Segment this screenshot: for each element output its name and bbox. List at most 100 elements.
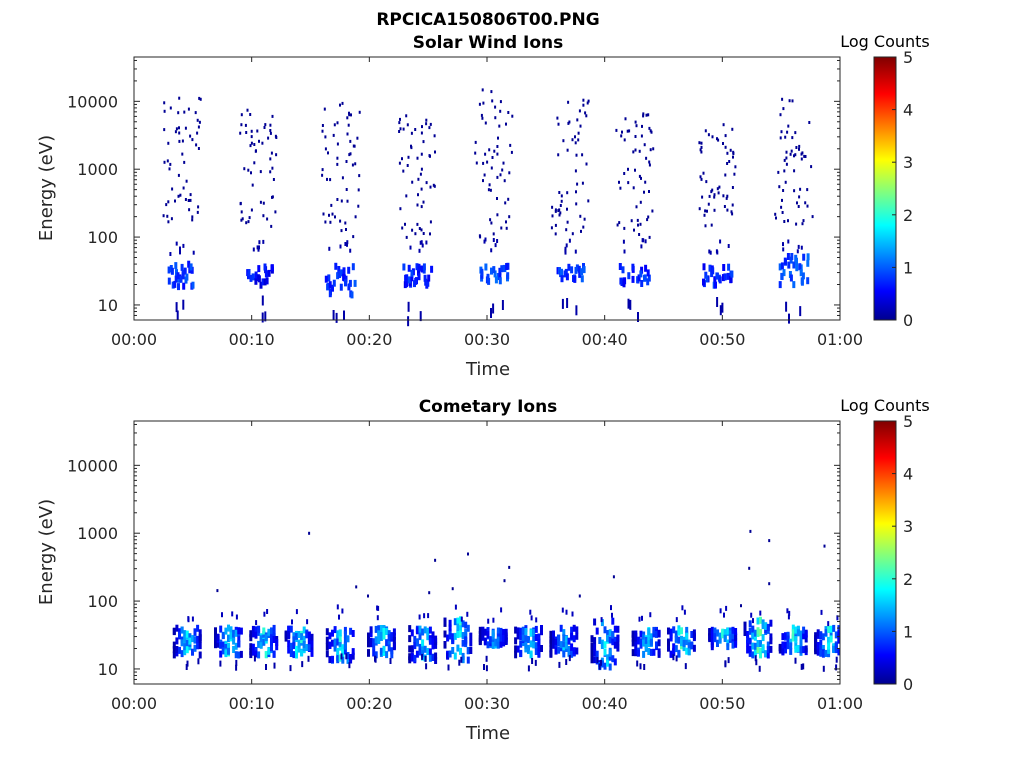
data-pixel — [780, 130, 783, 134]
data-pixel — [641, 615, 643, 621]
data-pixel — [562, 641, 566, 649]
data-pixel — [769, 619, 773, 627]
data-pixel — [310, 640, 314, 648]
data-pixel — [613, 641, 617, 649]
data-pixel — [257, 275, 261, 283]
data-pixel — [819, 639, 823, 647]
data-pixel — [418, 227, 421, 230]
data-pixel — [188, 633, 192, 641]
data-pixel — [837, 630, 841, 637]
data-pixel — [710, 223, 713, 227]
data-pixel — [783, 169, 786, 173]
data-pixel — [421, 125, 423, 129]
data-pixel — [779, 113, 782, 117]
data-pixel — [811, 215, 814, 219]
data-pixel — [749, 529, 752, 533]
x-tick-label: 00:50 — [699, 694, 745, 713]
data-pixel — [713, 208, 716, 212]
data-pixel — [779, 136, 782, 140]
data-pixel — [549, 650, 553, 658]
data-pixel — [389, 658, 392, 664]
data-pixel — [700, 177, 703, 181]
data-pixel — [529, 629, 533, 637]
data-pixel — [634, 630, 638, 638]
data-pixel — [414, 128, 417, 131]
data-pixel — [824, 629, 828, 637]
data-pixel — [675, 655, 678, 662]
data-pixel — [786, 253, 790, 260]
data-pixel — [392, 643, 396, 651]
data-pixel — [648, 160, 651, 164]
data-pixel — [504, 634, 508, 642]
data-pixel — [464, 621, 468, 629]
data-pixel — [630, 219, 633, 223]
data-pixel — [655, 641, 658, 649]
data-pixel — [794, 657, 797, 664]
data-pixel — [358, 110, 361, 114]
data-pixel — [781, 641, 785, 649]
data-pixel — [505, 263, 509, 270]
data-pixel — [192, 250, 195, 255]
data-pixel — [325, 650, 329, 658]
data-pixel — [292, 651, 296, 659]
data-pixel — [652, 147, 655, 151]
data-pixel — [269, 170, 272, 174]
data-pixel — [234, 651, 238, 659]
data-pixel — [263, 611, 266, 617]
data-pixel — [570, 650, 574, 658]
data-pixel — [336, 630, 340, 638]
x-tick-label: 01:00 — [817, 330, 863, 349]
data-pixel — [791, 624, 795, 632]
data-pixel — [405, 194, 408, 198]
data-pixel — [832, 624, 836, 632]
data-pixel — [766, 641, 770, 649]
data-pixel — [565, 243, 568, 248]
data-pixel — [669, 634, 673, 642]
data-pixel — [374, 636, 378, 644]
data-pixel — [687, 648, 691, 656]
data-pixel — [379, 625, 383, 632]
data-pixel — [496, 197, 498, 200]
data-pixel — [461, 620, 465, 628]
data-pixel — [417, 263, 421, 271]
x-tick-label: 00:50 — [699, 330, 745, 349]
colorbar — [873, 420, 897, 685]
data-pixel — [496, 636, 500, 644]
data-pixel — [785, 150, 788, 154]
data-pixel — [638, 149, 641, 153]
data-pixel — [692, 644, 696, 652]
data-pixel — [481, 628, 485, 636]
data-pixel — [708, 194, 711, 198]
data-pixel — [734, 628, 738, 635]
x-tick-label: 00:10 — [229, 330, 275, 349]
data-pixel — [284, 634, 288, 642]
data-pixel — [418, 648, 422, 656]
data-pixel — [718, 276, 722, 284]
data-pixel — [479, 235, 482, 239]
data-pixel — [474, 151, 477, 155]
data-pixel — [713, 193, 716, 197]
data-pixel — [434, 657, 438, 664]
data-pixel — [214, 631, 217, 639]
data-pixel — [580, 268, 584, 276]
data-pixel — [627, 181, 630, 185]
data-pixel — [249, 643, 253, 651]
data-pixel — [799, 639, 803, 647]
data-pixel — [411, 228, 414, 232]
data-pixel — [191, 635, 194, 643]
data-pixel — [324, 220, 327, 224]
data-pixel — [787, 614, 790, 620]
data-pixel — [414, 232, 417, 236]
data-pixel — [723, 205, 726, 208]
data-pixel — [448, 624, 452, 632]
data-pixel — [274, 210, 277, 214]
data-pixel — [759, 610, 762, 616]
data-pixel — [804, 630, 808, 638]
data-pixel — [240, 218, 243, 222]
data-pixel — [619, 277, 623, 285]
data-pixel — [410, 629, 414, 637]
data-pixel — [640, 244, 643, 249]
data-pixel — [390, 632, 394, 640]
data-pixel — [789, 647, 793, 655]
data-pixel — [295, 609, 298, 615]
